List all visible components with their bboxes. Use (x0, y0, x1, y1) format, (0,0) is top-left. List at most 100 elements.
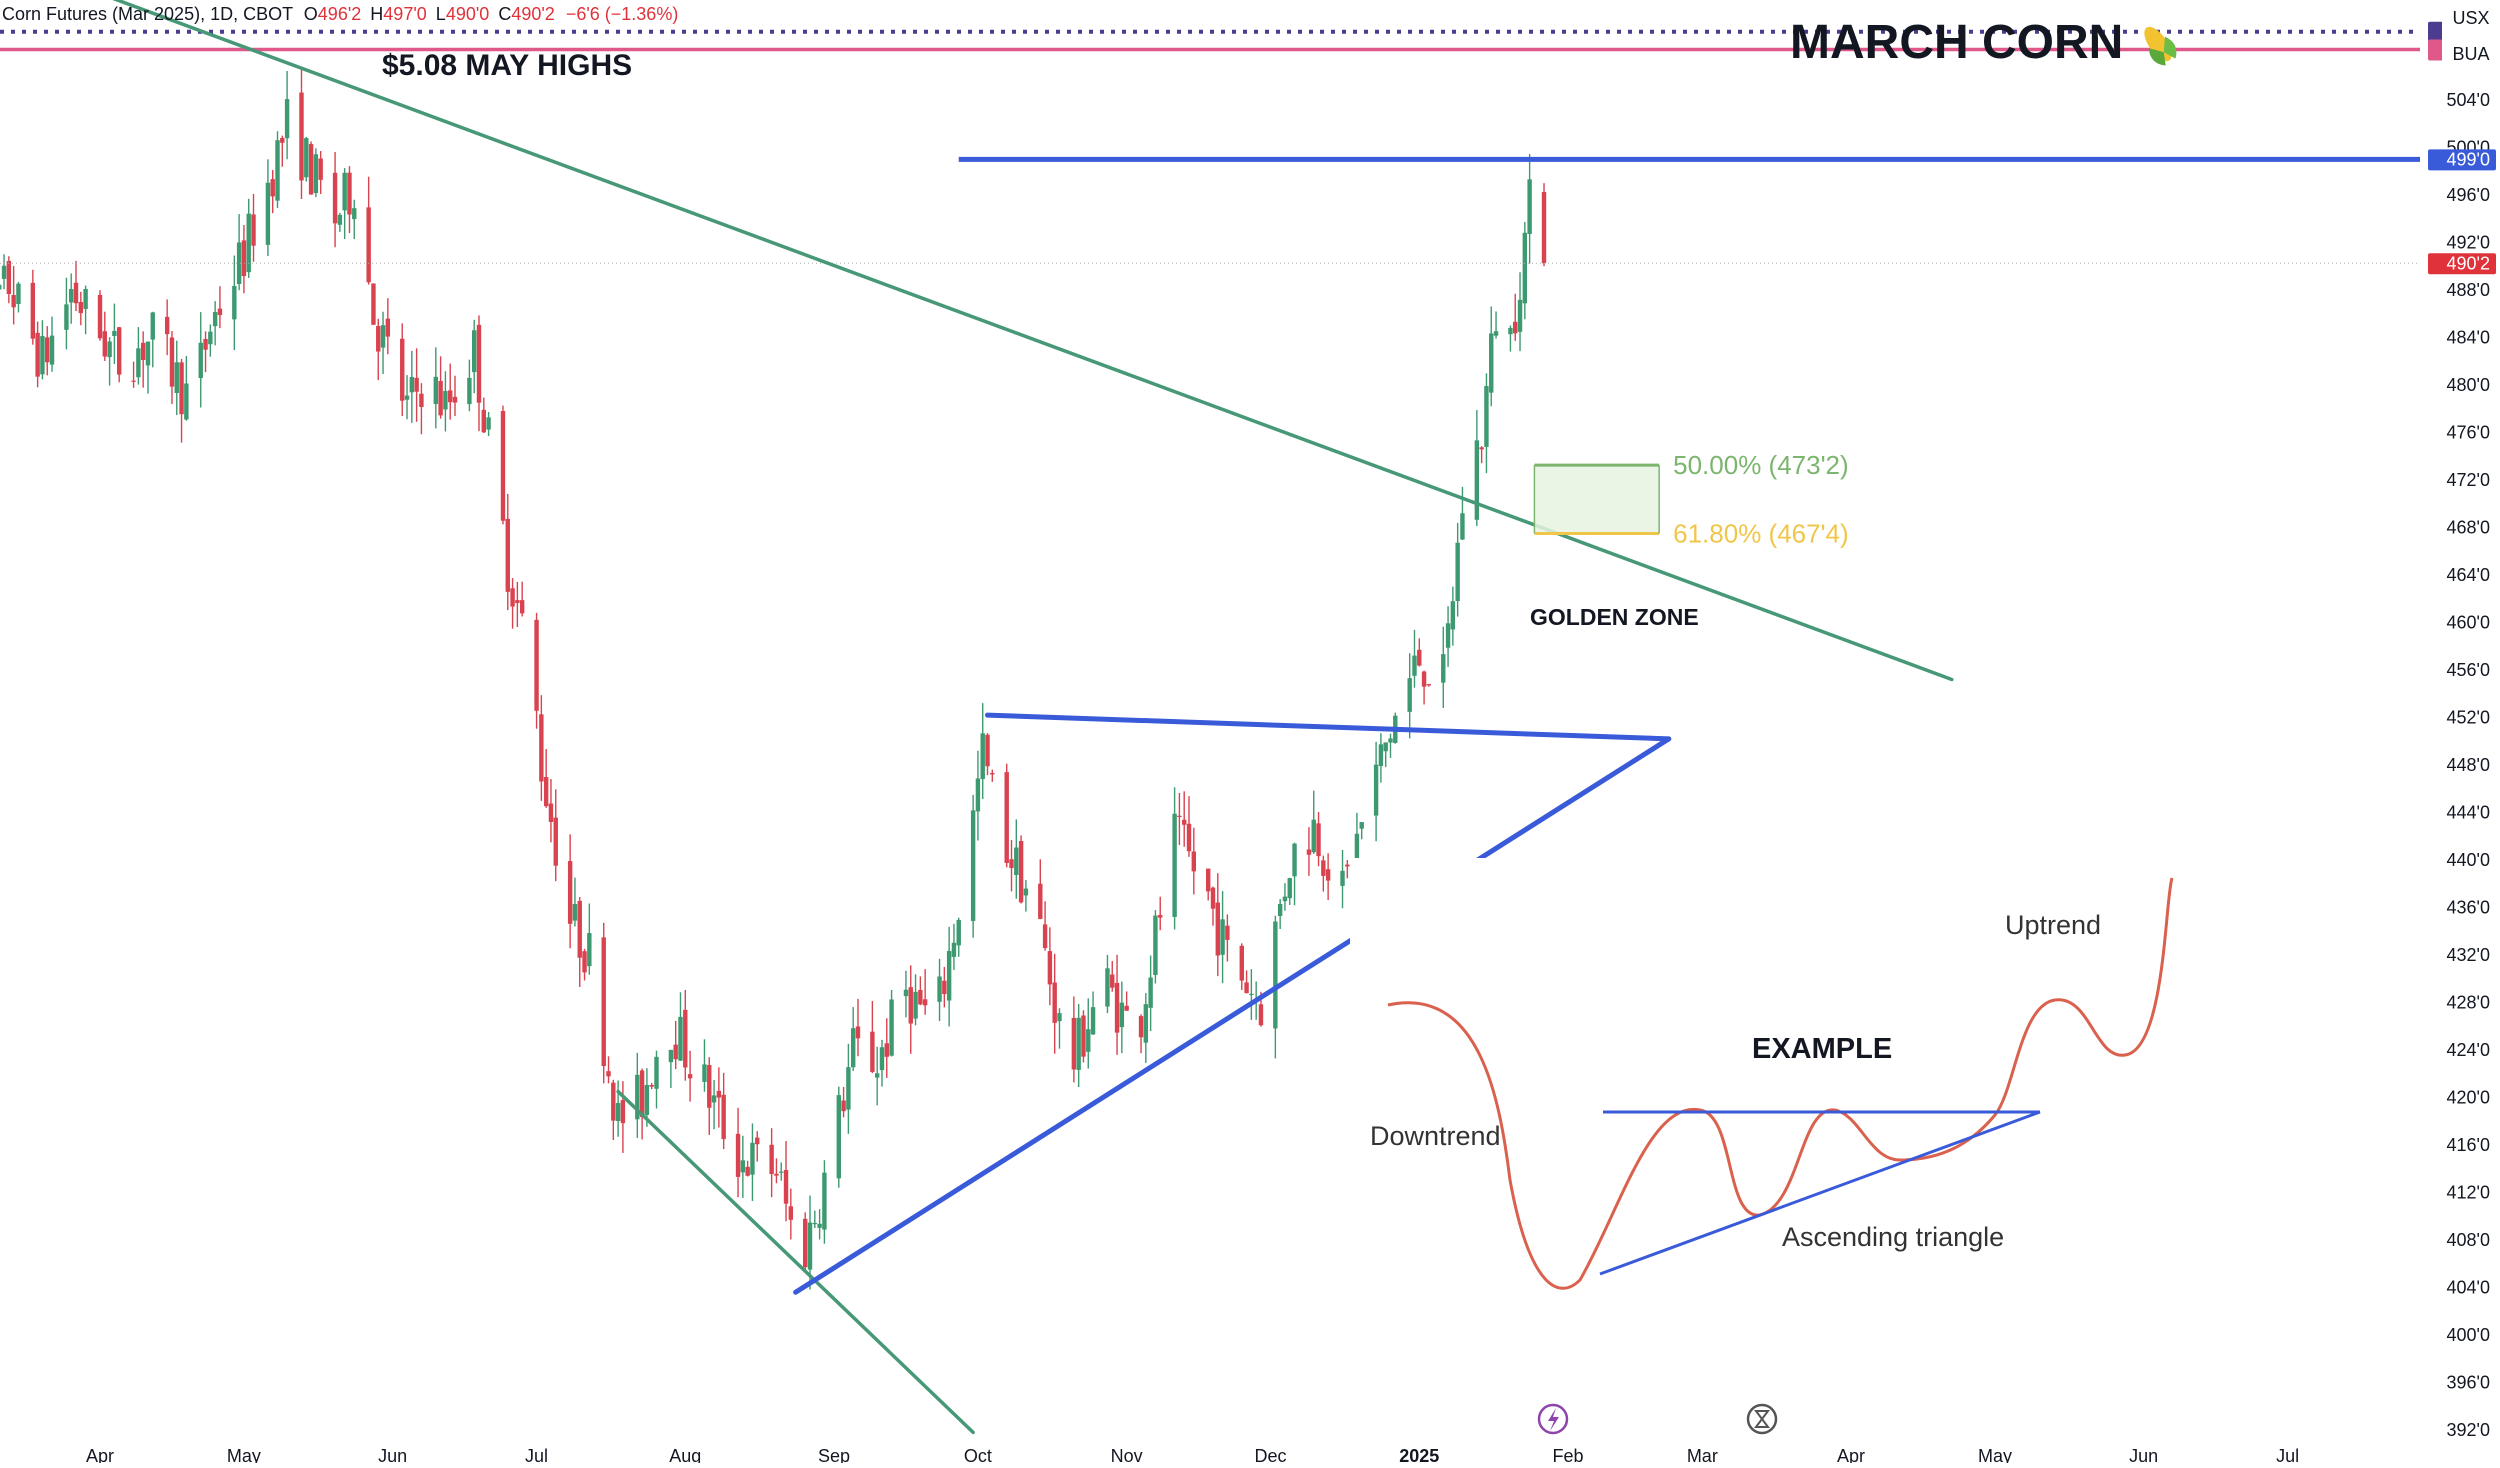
candle-body (740, 1160, 746, 1173)
candle-body (500, 410, 506, 521)
candle-body (721, 1094, 726, 1140)
candle-body (937, 976, 942, 1002)
candle-body (409, 377, 415, 393)
candle-body (371, 283, 376, 325)
candle-body (1244, 982, 1249, 994)
candle-body (572, 904, 578, 921)
candle-body (1114, 982, 1120, 1033)
candle-body (1215, 902, 1220, 956)
example-downtrend-label: Downtrend (1370, 1121, 1501, 1151)
fib-618-label: 61.80% (467'4) (1673, 518, 1849, 548)
candle-body (985, 734, 990, 767)
candle-body (1258, 1004, 1264, 1026)
candle-body (1052, 982, 1057, 1023)
candle-body (1124, 1005, 1129, 1011)
x-tick-label: Sep (818, 1446, 850, 1463)
candle-body (1004, 772, 1009, 863)
candle-body (1205, 868, 1211, 892)
candle-body (16, 283, 21, 305)
candle-body (208, 331, 213, 345)
candle-body (942, 980, 947, 995)
candle-body (40, 336, 45, 375)
candle-body (366, 207, 371, 283)
candle-body (232, 285, 237, 320)
candle-body (874, 1073, 880, 1078)
candle-body (654, 1056, 659, 1089)
candle-body (486, 417, 491, 430)
candle-body (1158, 914, 1163, 918)
candle-body (548, 803, 554, 822)
candle-body (956, 919, 961, 946)
y-tick-label: 408'0 (2447, 1230, 2490, 1250)
candle-body (97, 294, 103, 339)
candle-body (64, 304, 69, 330)
y-tick-label: 428'0 (2447, 993, 2490, 1013)
y-tick-label: 412'0 (2447, 1183, 2490, 1203)
candle-body (975, 778, 981, 812)
candle-body (735, 1133, 741, 1177)
candle-body (587, 933, 592, 967)
candle-body (179, 362, 184, 415)
candle-body (639, 1070, 645, 1118)
x-tick-label: Mar (1687, 1446, 1718, 1463)
candle-body (711, 1095, 717, 1103)
candle-body (1527, 179, 1532, 234)
candle-body (1090, 1007, 1096, 1035)
open-label: O (303, 4, 318, 24)
x-tick-label: Jun (378, 1446, 407, 1463)
candle-body (1484, 386, 1489, 447)
y-tick-label: 392'0 (2447, 1420, 2490, 1440)
candle-body (347, 172, 352, 215)
low-label: L (435, 4, 446, 24)
candle-body (1508, 327, 1513, 335)
candle-body (1325, 869, 1331, 881)
candle-body (1047, 951, 1053, 985)
candle-body (318, 158, 323, 180)
trendline-green-lower (616, 1089, 975, 1435)
unit-button[interactable]: BUA (2442, 36, 2500, 72)
candle-body (1220, 919, 1225, 955)
candle-body (380, 325, 386, 348)
candle-body (376, 326, 381, 352)
candle-body (476, 324, 482, 403)
example-uptrend-label: Uptrend (2005, 910, 2101, 940)
candle-body (707, 1064, 712, 1108)
candle-body (755, 1137, 760, 1145)
x-tick-label: Feb (1552, 1446, 1583, 1463)
candle-body (342, 172, 347, 211)
candle-body (1455, 542, 1460, 602)
price-axis-bg (2428, 0, 2500, 1463)
candle-body (788, 1206, 794, 1220)
candle-body (1225, 925, 1230, 940)
low-value: 490'0 (445, 4, 490, 24)
candle-body (553, 817, 558, 866)
lightning-icon-bolt (1548, 1408, 1559, 1431)
lightning-icon-ring (1537, 1403, 1569, 1435)
candle-body (1086, 1029, 1091, 1052)
y-tick-label: 468'0 (2447, 518, 2490, 538)
y-tick-label: 480'0 (2447, 375, 2490, 395)
candle-body (946, 950, 952, 1001)
candle-body (543, 776, 549, 807)
candle-body (1493, 331, 1499, 336)
example-title: EXAMPLE (1752, 1033, 1892, 1065)
candle-body (1383, 742, 1388, 752)
corn-husk-right (2163, 36, 2177, 59)
candle-body (515, 600, 520, 604)
candle-body (841, 1100, 846, 1112)
candle-body (1417, 649, 1422, 666)
candle-body (577, 900, 582, 958)
chart-title: MARCH CORN (1790, 16, 2123, 69)
candle-body (467, 377, 472, 405)
candle-body (299, 92, 304, 181)
lightning-icon[interactable] (1537, 1403, 1569, 1435)
candle-body (1426, 684, 1432, 686)
candle-body (1009, 859, 1014, 869)
currency-button[interactable]: USX (2442, 0, 2500, 36)
hourglass-icon[interactable] (1746, 1403, 1778, 1435)
candle-body (1513, 321, 1518, 334)
candle-body (990, 773, 995, 775)
y-tick-label: 492'0 (2447, 233, 2490, 253)
candle-body (1287, 878, 1292, 899)
candle-body (716, 1090, 722, 1098)
